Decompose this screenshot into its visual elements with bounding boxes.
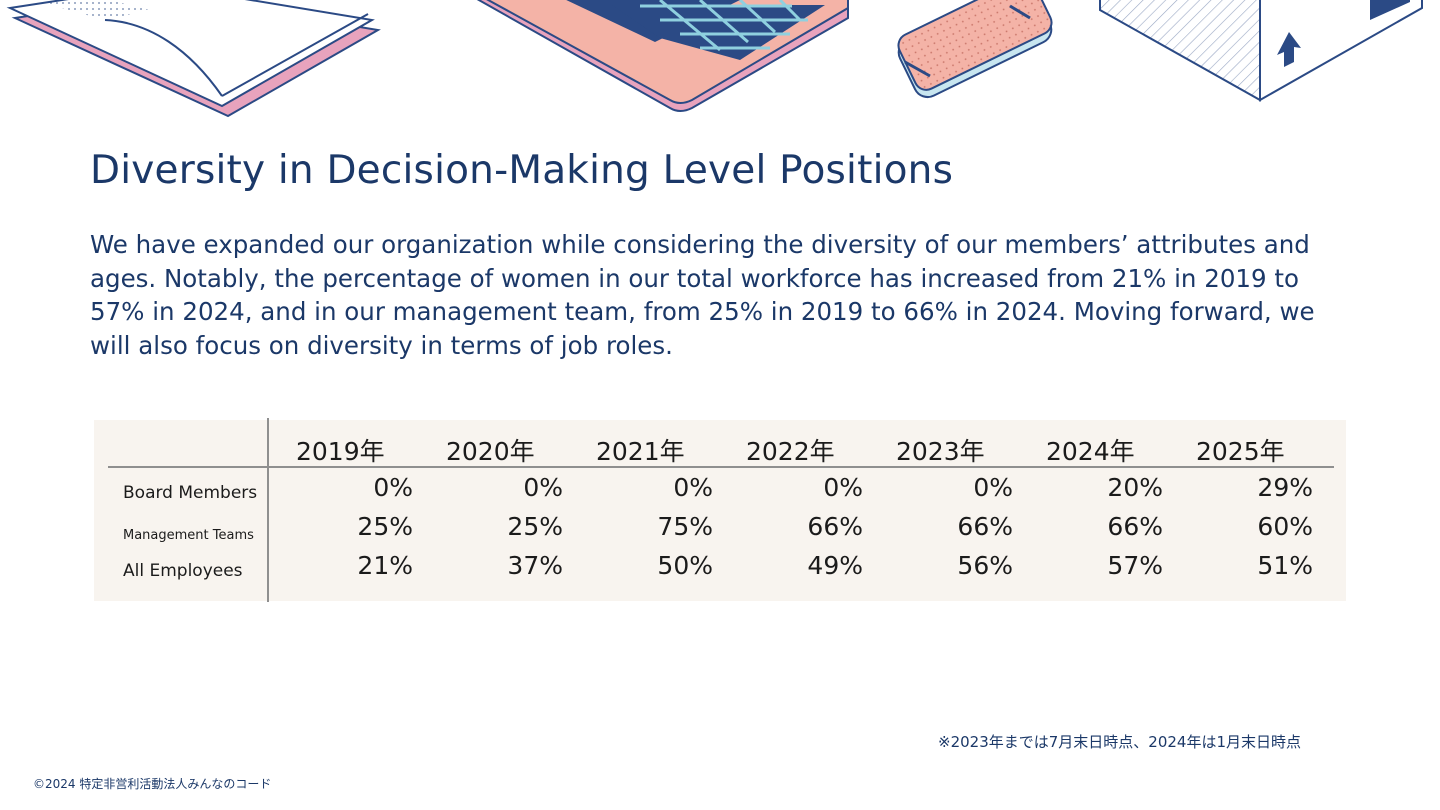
intro-paragraph: We have expanded our organization while … — [90, 230, 1315, 360]
table-cell: 25% — [507, 512, 563, 541]
row-label-board-members: Board Members — [123, 483, 258, 503]
table-cell: 60% — [1257, 512, 1313, 541]
table-cell: 25% — [357, 512, 413, 541]
year-header: 2021年 — [596, 437, 685, 466]
diversity-table: 2019年 2020年 2021年 2022年 2023年 2024年 2025… — [94, 418, 1346, 602]
table-cell: 0% — [673, 473, 713, 502]
year-header: 2022年 — [746, 437, 835, 466]
year-header: 2019年 — [296, 437, 385, 466]
laptop-icon — [476, 0, 849, 112]
page-title: Diversity in Decision-Making Level Posit… — [90, 148, 954, 193]
year-header: 2024年 — [1046, 437, 1135, 466]
table-cell: 66% — [1107, 512, 1163, 541]
table-cell: 29% — [1257, 473, 1313, 502]
table-divider-horizontal — [108, 466, 1334, 468]
copyright: ©2024 特定非営利活動法人みんなのコード — [33, 777, 272, 791]
year-header: 2023年 — [896, 437, 985, 466]
table-cell: 49% — [807, 551, 863, 580]
box-icon — [1099, 0, 1423, 102]
table-cell: 57% — [1107, 551, 1163, 580]
year-header: 2020年 — [446, 437, 535, 466]
row-label-management-teams: Management Teams — [123, 528, 254, 543]
year-header: 2025年 — [1196, 437, 1285, 466]
smartphone-icon — [897, 0, 1053, 99]
table-cell: 0% — [973, 473, 1013, 502]
table-cell: 56% — [957, 551, 1013, 580]
table-divider-vertical — [267, 418, 269, 602]
table-cell: 51% — [1257, 551, 1313, 580]
table-cell: 21% — [357, 551, 413, 580]
table-cell: 66% — [807, 512, 863, 541]
table-cell: 66% — [957, 512, 1013, 541]
table-cell: 0% — [523, 473, 563, 502]
table-cell: 37% — [507, 551, 563, 580]
row-label-all-employees: All Employees — [123, 561, 243, 581]
table-cell: 75% — [657, 512, 713, 541]
table-cell: 20% — [1107, 473, 1163, 502]
footnote: ※2023年までは7月末日時点、2024年は1月末日時点 — [938, 733, 1302, 751]
open-book-icon — [6, 0, 381, 118]
table-cell: 0% — [823, 473, 863, 502]
header-illustration — [6, 0, 1423, 118]
table-cell: 50% — [657, 551, 713, 580]
table-cell: 0% — [373, 473, 413, 502]
